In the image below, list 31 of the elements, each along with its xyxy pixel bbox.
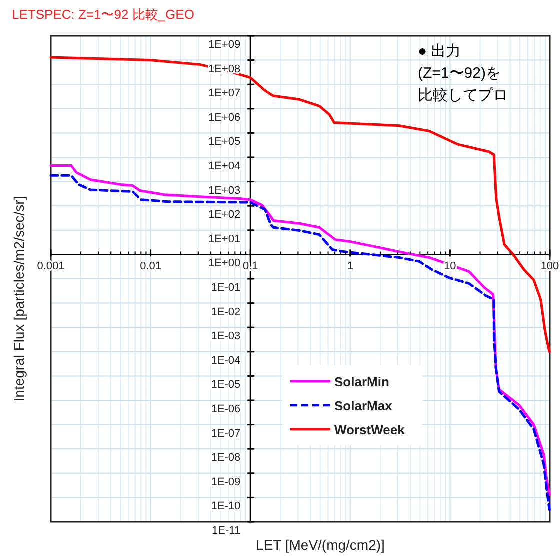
legend-label: WorstWeek [334,422,406,438]
y-tick-label: 1E-08 [211,452,241,464]
y-tick-label: 1E-02 [211,306,241,318]
y-tick-label: 1E+05 [208,136,241,148]
x-tick-label: 0.01 [140,260,162,273]
legend-label: SolarMax [334,398,394,414]
y-tick-label: 1E-09 [211,476,241,488]
y-tick-label: 1E+03 [208,184,241,197]
y-tick-label: 1E-06 [211,404,241,416]
y-tick-label: 1E-01 [211,282,241,294]
y-tick-label: 1E-07 [211,428,241,440]
chart-title: LETSPEC: Z=1〜92 比較_GEO [12,7,194,22]
y-tick-label: 1E-04 [211,354,241,367]
y-tick-label: 1E+04 [208,160,241,172]
x-axis-title: LET [MeV/(mg/cm2)] [256,537,385,553]
y-tick-label: 1E+07 [208,88,241,100]
y-tick-label: 1E+00 [208,258,241,270]
annotation: (Z=1〜92)を [418,65,501,82]
annotation: ● 出力 [418,43,462,60]
x-tick-label: 1 [347,260,354,273]
legend-label: SolarMin [334,374,390,390]
y-axis-title: Integral Flux [particles/m2/sec/sr] [11,196,27,402]
y-tick-label: 1E-03 [211,330,241,343]
y-tick-label: 1E-10 [211,500,241,513]
y-tick-label: 1E+09 [208,39,241,51]
y-tick-label: 1E+01 [208,233,241,246]
y-tick-label: 1E-05 [211,379,241,392]
y-tick-label: 1E-11 [212,525,241,537]
y-tick-label: 1E+02 [208,209,241,222]
annotation: 比較してプロ [418,87,508,104]
y-tick-label: 1E+06 [208,112,241,124]
